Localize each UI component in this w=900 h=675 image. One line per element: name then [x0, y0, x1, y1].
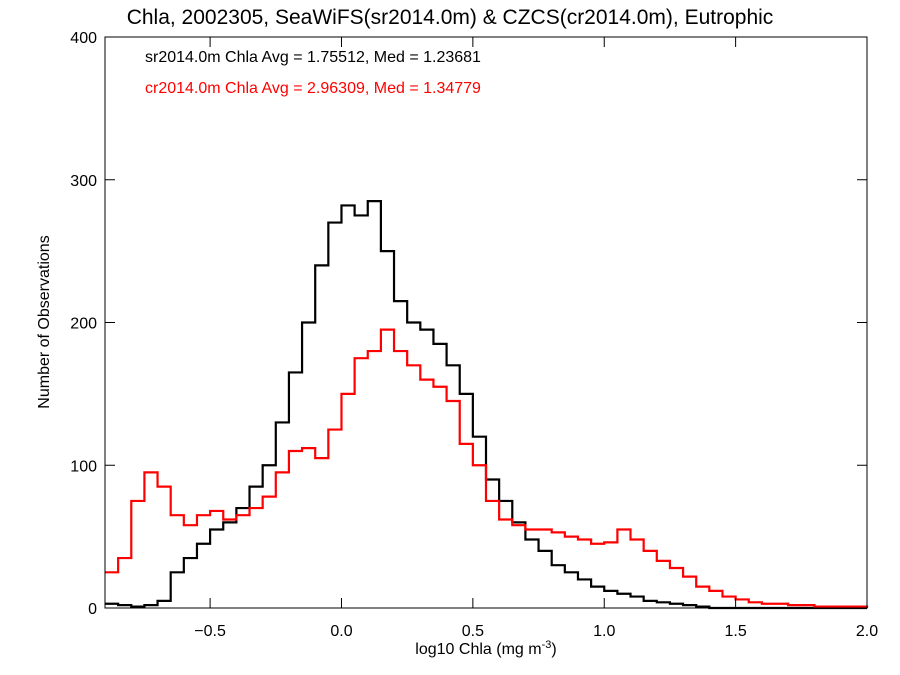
y-tick-label: 100	[70, 458, 97, 475]
plot-frame	[104, 36, 868, 609]
series-layer	[105, 200, 869, 610]
ticks-layer: −0.5 0.0 0.5 1.0 1.5 2.0 0 100 200 300 400	[70, 30, 878, 640]
y-tick-label: 200	[70, 316, 97, 333]
x-tick-label: 0.5	[462, 623, 484, 640]
sr2014-histogram-line	[105, 200, 867, 610]
chart-title: Chla, 2002305, SeaWiFS(sr2014.0m) & CZCS…	[127, 6, 774, 29]
y-tick-label: 400	[70, 30, 97, 47]
x-axis-label: log10 Chla (mg m-3)	[415, 639, 556, 658]
x-tick-label: 0.0	[330, 623, 352, 640]
x-tick-label: −0.5	[194, 623, 226, 640]
x-axis-label-main: log10 Chla (mg m	[415, 641, 541, 658]
x-tick-label: 1.5	[724, 623, 746, 640]
y-tick-label: 0	[88, 601, 97, 618]
legend-entry-red: cr2014.0m Chla Avg = 2.96309, Med = 1.34…	[145, 80, 481, 97]
cr2014-histogram-line	[105, 328, 869, 608]
y-axis-label: Number of Observations	[36, 235, 53, 408]
x-axis-label-close: )	[551, 641, 556, 658]
x-axis-label-superscript: -3	[542, 639, 552, 651]
y-tick-label: 300	[70, 173, 97, 190]
x-tick-label: 2.0	[856, 623, 878, 640]
x-tick-label: 1.0	[593, 623, 615, 640]
legend-entry-black: sr2014.0m Chla Avg = 1.75512, Med = 1.23…	[145, 49, 481, 66]
